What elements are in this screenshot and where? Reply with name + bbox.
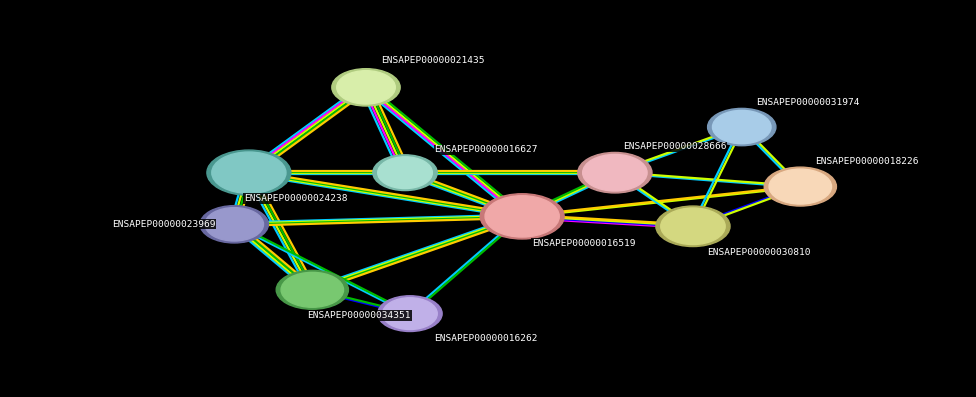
Ellipse shape xyxy=(480,194,564,239)
Ellipse shape xyxy=(485,196,559,237)
Ellipse shape xyxy=(712,110,771,144)
Ellipse shape xyxy=(276,270,348,309)
Text: ENSAPEP00000016519: ENSAPEP00000016519 xyxy=(532,239,635,248)
Text: ENSAPEP00000023969: ENSAPEP00000023969 xyxy=(112,220,216,229)
Ellipse shape xyxy=(656,206,730,247)
Ellipse shape xyxy=(583,154,647,191)
Text: ENSAPEP00000028666: ENSAPEP00000028666 xyxy=(623,143,726,151)
Ellipse shape xyxy=(205,208,264,241)
Ellipse shape xyxy=(337,71,395,104)
Ellipse shape xyxy=(212,152,286,193)
Text: ENSAPEP00000016627: ENSAPEP00000016627 xyxy=(434,145,538,154)
Ellipse shape xyxy=(378,296,442,331)
Ellipse shape xyxy=(373,155,437,191)
Ellipse shape xyxy=(383,298,437,330)
Ellipse shape xyxy=(764,167,836,206)
Ellipse shape xyxy=(332,69,400,106)
Text: ENSAPEP00000021435: ENSAPEP00000021435 xyxy=(381,56,484,65)
Ellipse shape xyxy=(200,206,268,243)
Text: ENSAPEP00000024238: ENSAPEP00000024238 xyxy=(244,194,347,203)
Ellipse shape xyxy=(207,150,291,195)
Ellipse shape xyxy=(708,108,776,146)
Text: ENSAPEP00000030810: ENSAPEP00000030810 xyxy=(708,248,811,256)
Text: ENSAPEP00000034351: ENSAPEP00000034351 xyxy=(307,311,411,320)
Text: ENSAPEP00000018226: ENSAPEP00000018226 xyxy=(815,158,918,166)
Ellipse shape xyxy=(769,169,832,204)
Ellipse shape xyxy=(661,208,725,245)
Text: ENSAPEP00000031974: ENSAPEP00000031974 xyxy=(756,98,860,107)
Ellipse shape xyxy=(578,152,652,193)
Text: ENSAPEP00000016262: ENSAPEP00000016262 xyxy=(434,334,538,343)
Ellipse shape xyxy=(281,272,344,307)
Ellipse shape xyxy=(378,157,432,189)
